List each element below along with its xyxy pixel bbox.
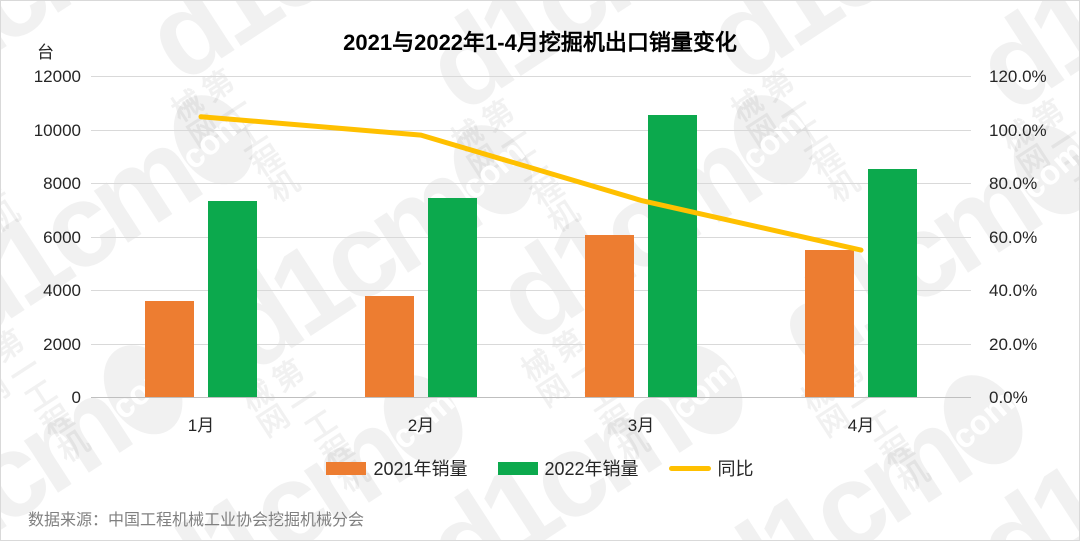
legend: 2021年销量 2022年销量 同比 xyxy=(1,455,1079,481)
bar-2021 xyxy=(145,301,194,397)
legend-item-yoy: 同比 xyxy=(668,455,754,481)
x-axis-label: 4月 xyxy=(847,416,875,435)
x-axis-label: 3月 xyxy=(627,416,655,435)
left-axis-tick-label: 4000 xyxy=(43,281,81,300)
gridline xyxy=(91,76,971,77)
legend-label-2021: 2021年销量 xyxy=(373,459,468,479)
right-axis-tick-label: 0.0% xyxy=(989,388,1028,407)
data-source-note: 数据来源：中国工程机械工业协会挖掘机械分会 xyxy=(28,512,365,529)
right-axis-tick-label: 40.0% xyxy=(989,281,1038,300)
bar-2021 xyxy=(805,249,854,397)
left-axis-tick-label: 8000 xyxy=(43,174,81,193)
right-axis-tick-label: 60.0% xyxy=(989,227,1038,247)
right-axis-tick-label: 20.0% xyxy=(989,334,1038,354)
legend-label-yoy: 同比 xyxy=(717,459,754,479)
left-axis-tick-label: 6000 xyxy=(43,227,81,247)
gridline xyxy=(91,183,971,184)
bar-2022 xyxy=(868,168,917,397)
gridline xyxy=(91,129,971,131)
x-axis-label: 2月 xyxy=(407,416,435,435)
legend-swatch-2022 xyxy=(497,461,538,475)
x-axis-label: 1月 xyxy=(187,416,215,435)
chart-title: 2021与2022年1-4月挖掘机出口销量变化 xyxy=(343,30,737,55)
gridline xyxy=(91,397,971,398)
bar-2021 xyxy=(585,234,634,397)
bar-2022 xyxy=(428,197,477,397)
right-axis-tick-label: 100.0% xyxy=(989,120,1047,140)
bar-2022 xyxy=(208,201,257,397)
legend-item-2021: 2021年销量 xyxy=(326,455,468,481)
gridline xyxy=(91,290,971,291)
left-axis-tick-label: 2000 xyxy=(43,334,81,354)
legend-label-2022: 2022年销量 xyxy=(544,459,639,479)
right-axis-tick-label: 120.0% xyxy=(989,67,1047,86)
legend-swatch-2021 xyxy=(326,461,367,475)
left-axis-tick-label: 0 xyxy=(71,388,81,407)
left-axis-tick-label: 12000 xyxy=(33,67,81,86)
left-axis-tick-label: 10000 xyxy=(33,120,81,140)
left-axis-unit-label: 台 xyxy=(37,43,54,62)
bar-2022 xyxy=(648,115,697,397)
legend-line-swatch-yoy xyxy=(668,465,711,471)
bar-2021 xyxy=(365,296,414,397)
gridline xyxy=(91,236,971,238)
legend-item-2022: 2022年销量 xyxy=(497,455,639,481)
right-axis-tick-label: 80.0% xyxy=(989,174,1038,193)
gridline xyxy=(91,343,971,345)
